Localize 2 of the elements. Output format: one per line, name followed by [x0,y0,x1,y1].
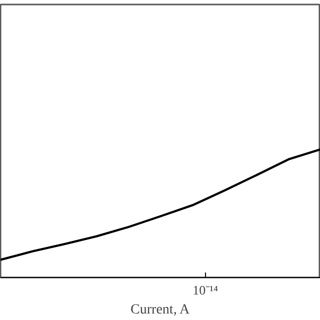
x-axis-title: Current, A [130,302,191,318]
text: 10⁻¹⁴ [192,282,218,298]
